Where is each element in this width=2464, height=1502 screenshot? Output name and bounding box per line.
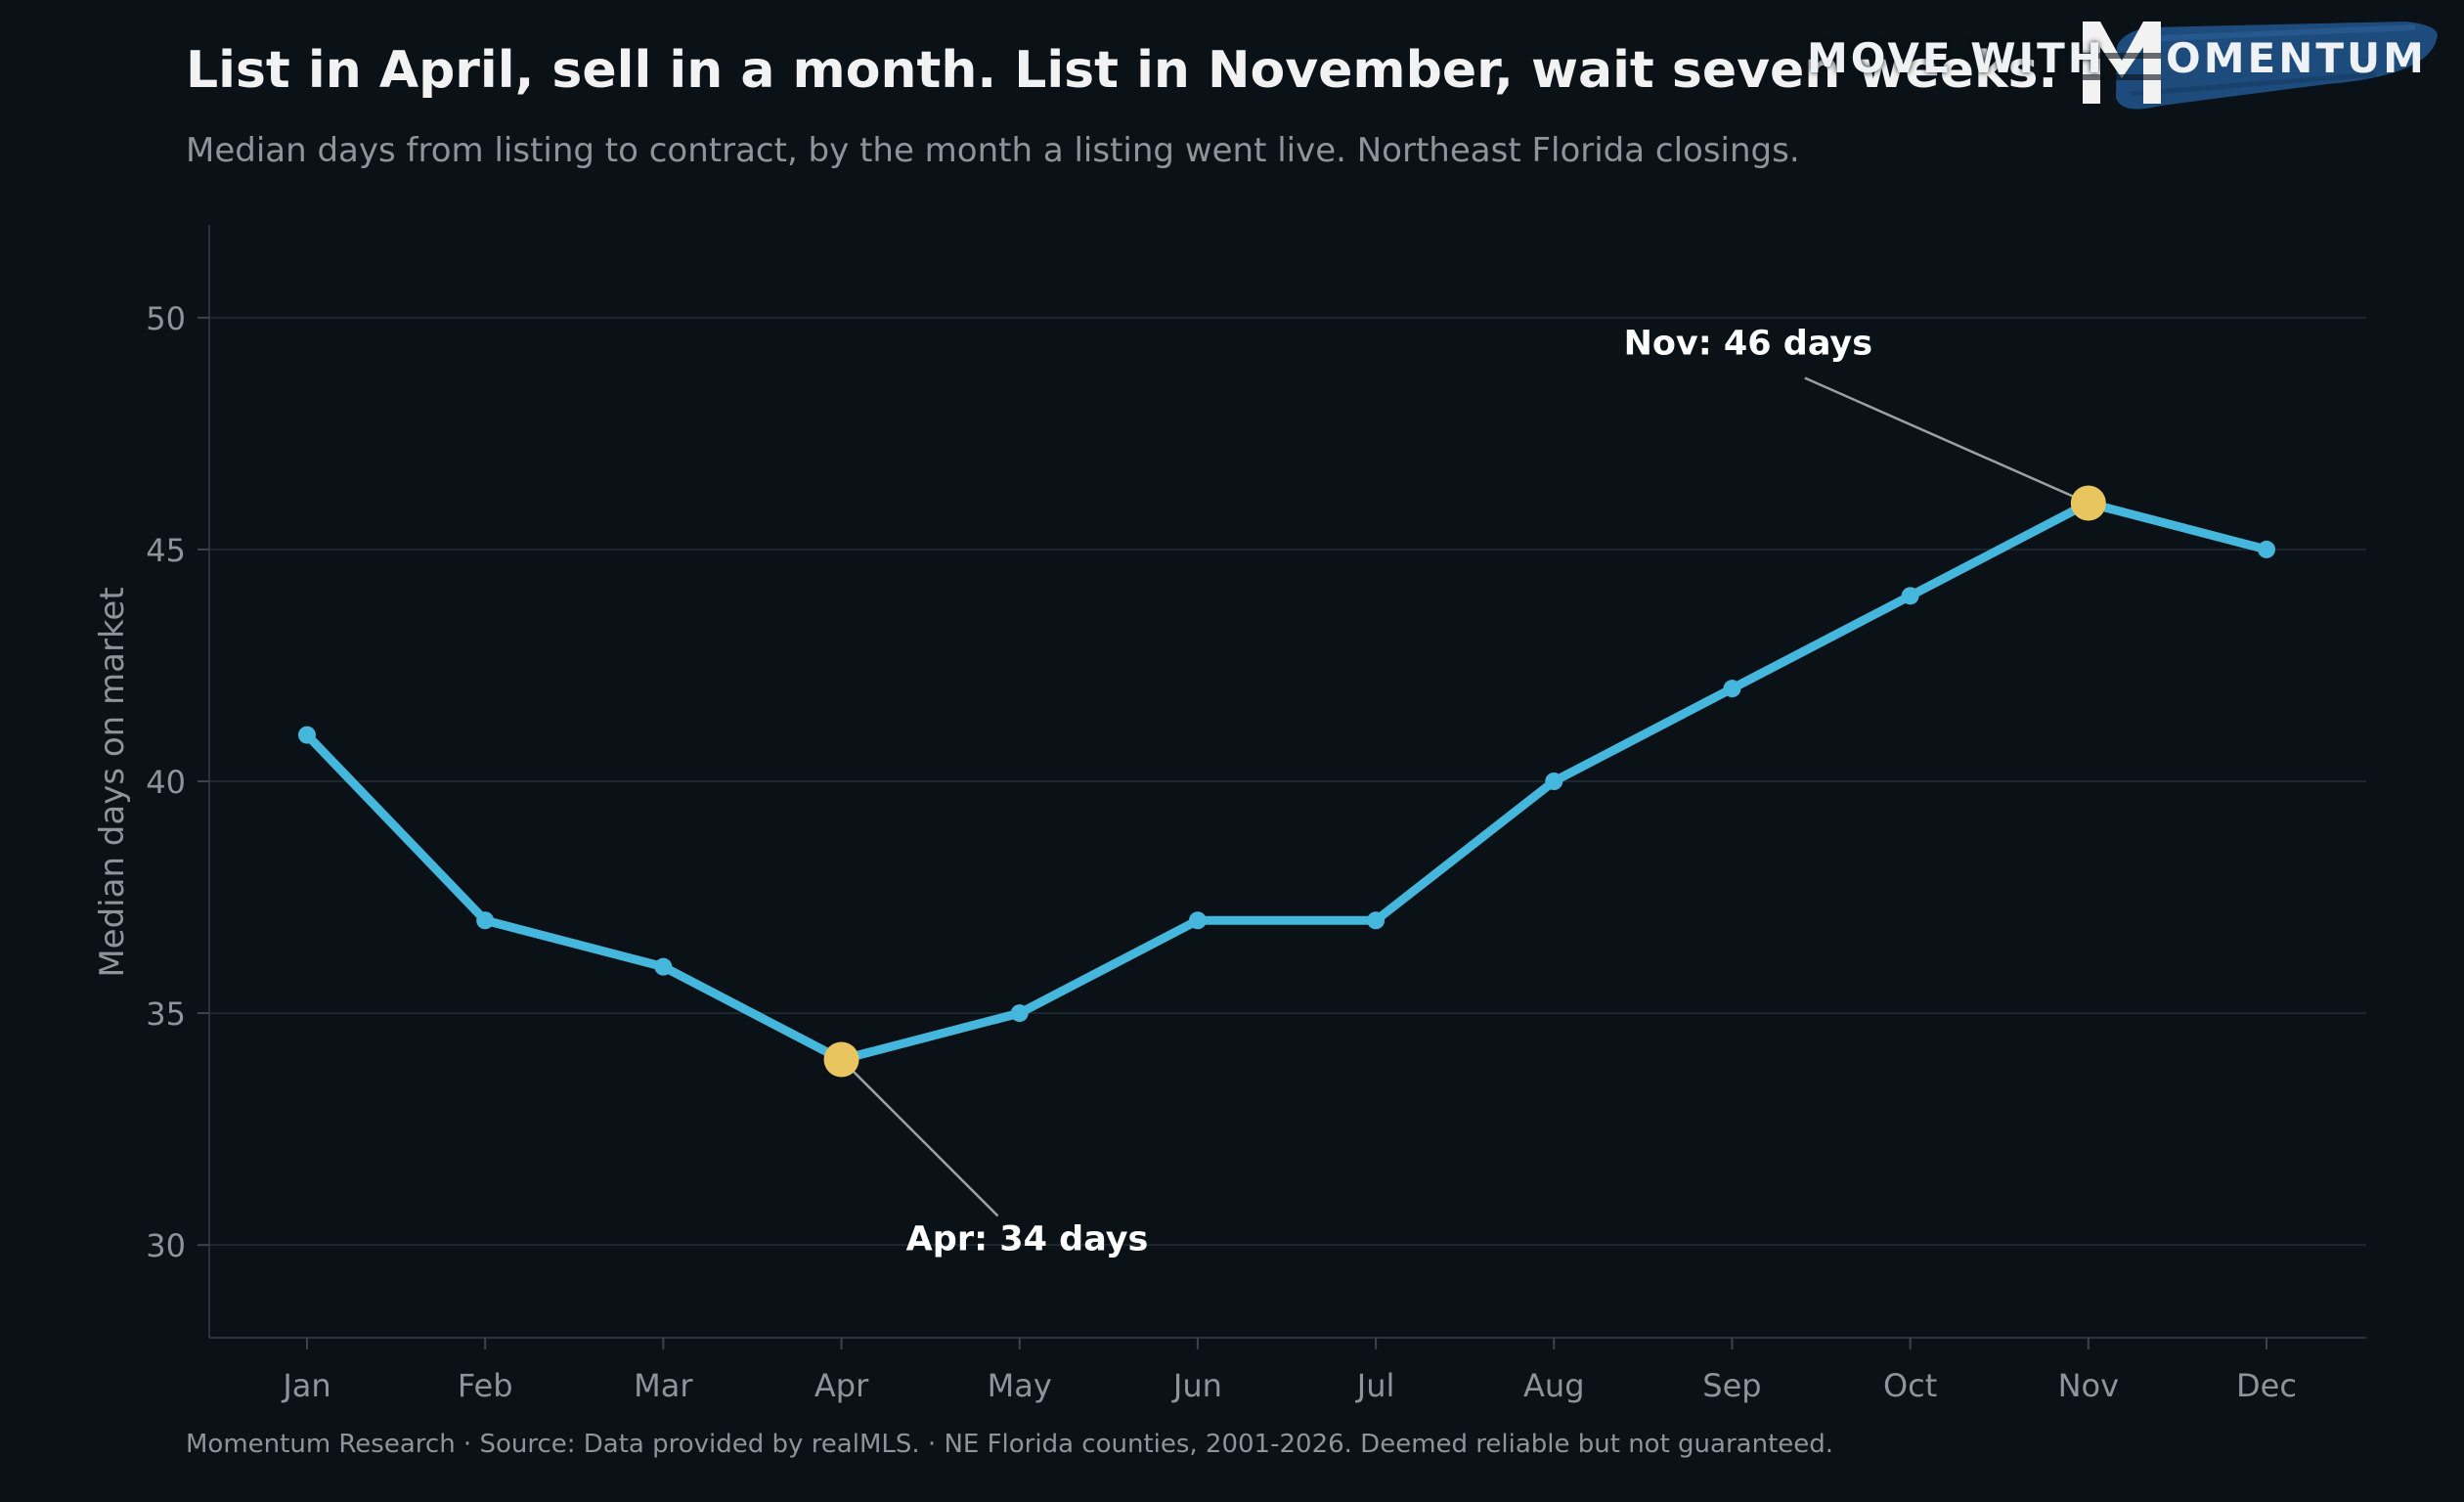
annotations: Apr: 34 days Nov: 46 days xyxy=(906,325,1872,1259)
data-point-aug xyxy=(1545,773,1563,790)
x-tick-label-may: May xyxy=(988,1367,1052,1404)
data-point-apr xyxy=(823,1041,859,1078)
x-tick-label-jun: Jun xyxy=(1171,1367,1222,1404)
annotation-leader-apr xyxy=(840,1058,999,1217)
chart-footer: Momentum Research · Source: Data provide… xyxy=(186,1430,1834,1459)
x-tick-label-dec: Dec xyxy=(2236,1367,2297,1404)
y-tick-label-35: 35 xyxy=(146,995,186,1033)
x-tick-label-feb: Feb xyxy=(458,1367,513,1404)
data-point-nov xyxy=(2070,485,2106,521)
data-point-dec xyxy=(2258,540,2275,558)
y-tick-label-30: 30 xyxy=(146,1227,186,1264)
data-point-jan xyxy=(298,726,316,744)
data-point-jul xyxy=(1367,911,1386,930)
logo-momentum-text: OMENTUM xyxy=(2166,34,2427,82)
data-point-sep xyxy=(1723,680,1741,698)
data-point-oct xyxy=(1901,587,1919,605)
x-tick-label-sep: Sep xyxy=(1702,1367,1761,1404)
data-points xyxy=(298,485,2275,1078)
annotation-leaders xyxy=(840,376,2090,1217)
chart-title: List in April, sell in a month. List in … xyxy=(186,41,2058,100)
series-line xyxy=(302,499,2271,1064)
chart-subtitle: Median days from listing to contract, by… xyxy=(186,131,1800,170)
x-tick-label-jan: Jan xyxy=(281,1367,330,1404)
annotation-label-nov: Nov: 46 days xyxy=(1624,325,1872,364)
x-tick-label-apr: Apr xyxy=(814,1367,869,1404)
x-tick-label-aug: Aug xyxy=(1523,1367,1584,1404)
brand-logo: MOVE WITH OMENTUM xyxy=(1799,10,2444,127)
y-tick-label-45: 45 xyxy=(146,532,186,569)
y-tick-label-40: 40 xyxy=(146,764,186,801)
data-point-feb xyxy=(476,911,495,930)
data-point-mar xyxy=(654,957,673,976)
x-tick-label-nov: Nov xyxy=(2058,1367,2119,1404)
annotation-label-apr: Apr: 34 days xyxy=(906,1220,1149,1259)
x-tick-label-mar: Mar xyxy=(634,1367,693,1404)
grid-lines xyxy=(209,316,2366,1247)
annotation-leader-nov xyxy=(1804,376,2090,505)
y-axis-label: Median days on market xyxy=(93,587,132,977)
x-tick-labels: Jan Feb Mar Apr May Jun Jul Aug Sep Oct Nov Dec xyxy=(281,1338,2297,1404)
y-tick-labels: 30 35 40 45 50 xyxy=(146,300,209,1264)
x-tick-label-oct: Oct xyxy=(1883,1367,1937,1404)
data-point-may xyxy=(1010,1004,1029,1023)
logo-move-with-text: MOVE WITH xyxy=(1807,34,2105,82)
logo-brush-icon xyxy=(2083,22,2438,110)
data-point-jun xyxy=(1188,911,1207,930)
x-tick-label-jul: Jul xyxy=(1355,1367,1395,1404)
logo-m-mark-icon xyxy=(2083,22,2161,104)
y-tick-label-50: 50 xyxy=(146,300,186,337)
